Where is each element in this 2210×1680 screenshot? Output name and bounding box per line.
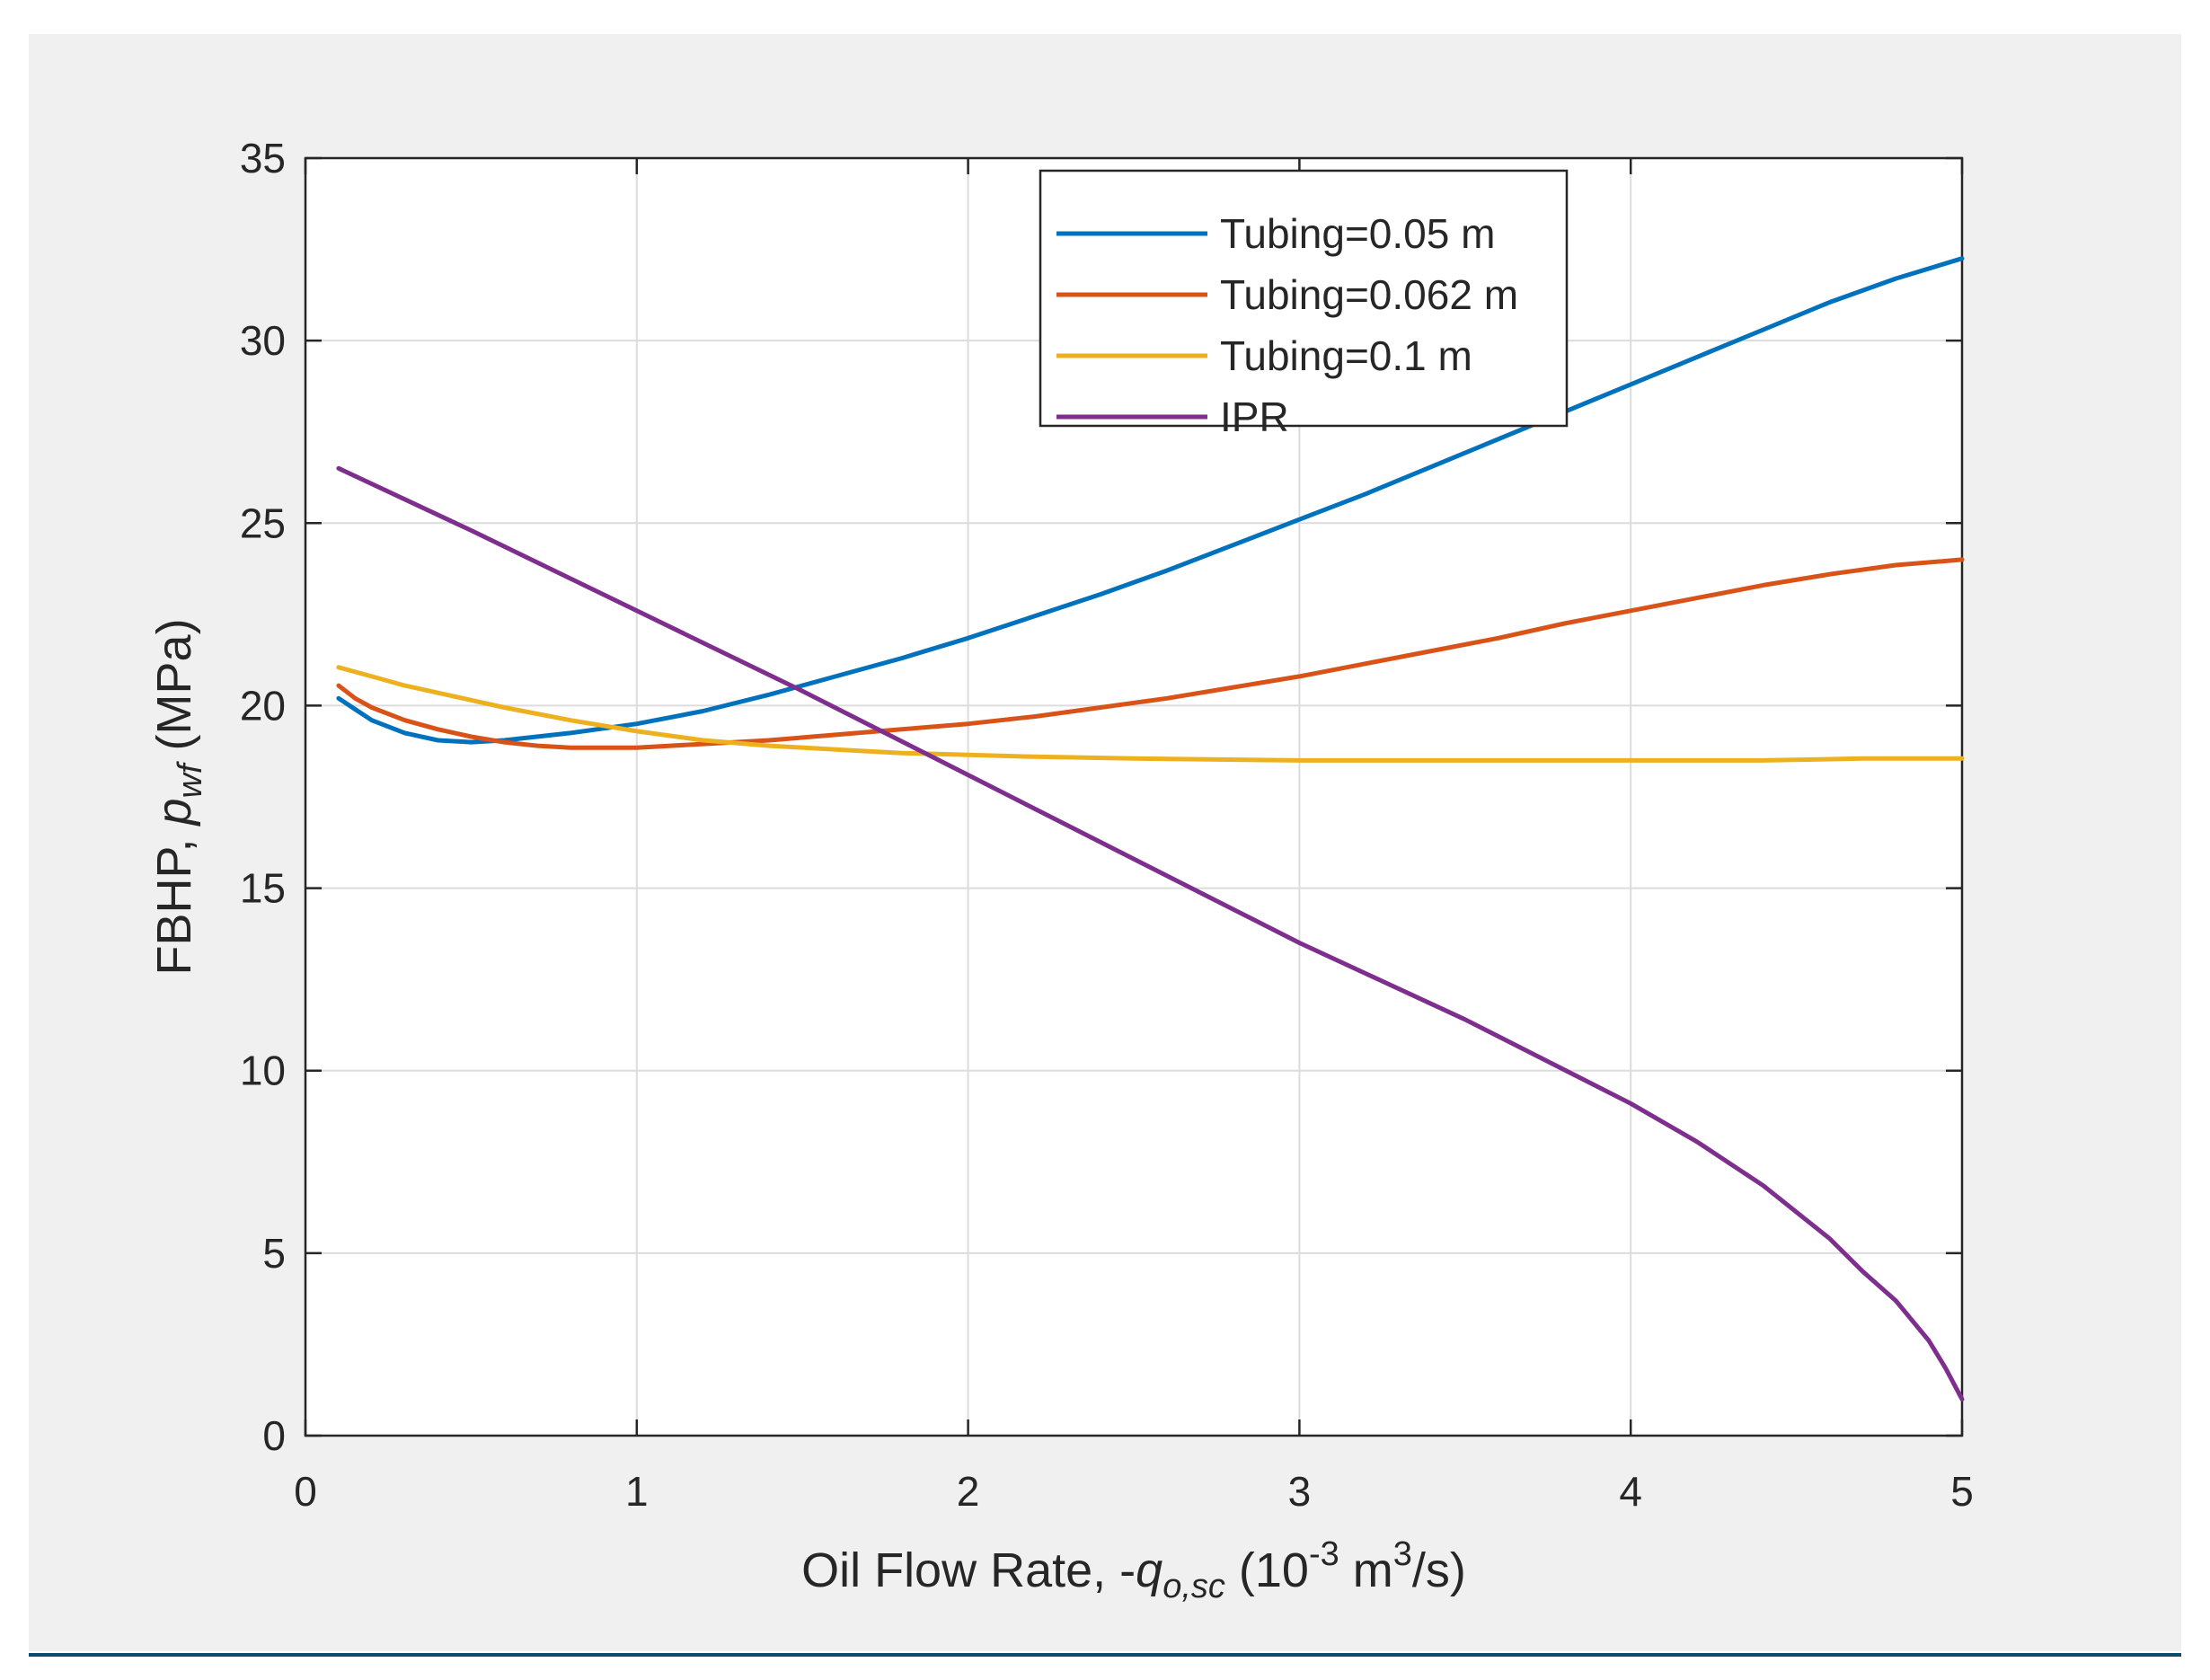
x-tick-label: 5 xyxy=(1950,1468,1974,1515)
legend-label-0: Tubing=0.05 m xyxy=(1220,210,1495,257)
x-tick-label: 0 xyxy=(294,1468,317,1515)
legend: Tubing=0.05 m Tubing=0.062 m Tubing=0.1 m I… xyxy=(1039,169,1569,440)
x-axis-label-subscript: o,sc xyxy=(1162,1568,1225,1605)
legend-label-3: IPR xyxy=(1220,393,1289,440)
y-axis-label-unit: (MPa) xyxy=(147,618,201,764)
legend-label-1: Tubing=0.062 m xyxy=(1220,271,1518,318)
series-line-3 xyxy=(336,465,1965,1401)
series-line-0 xyxy=(336,256,1965,745)
y-axis-label-prefix: FBHP, xyxy=(147,825,201,975)
y-tick-label: 15 xyxy=(240,865,286,912)
y-tick-label: 35 xyxy=(240,135,286,181)
legend-entries: Tubing=0.05 m Tubing=0.062 m Tubing=0.1 m I… xyxy=(1056,210,1518,440)
y-tick-label: 20 xyxy=(240,682,286,729)
y-axis-label-subscript: wf xyxy=(172,761,209,798)
x-axis-label-prefix: Oil Flow Rate, - xyxy=(801,1543,1136,1597)
x-axis-label-symbol: q xyxy=(1136,1543,1162,1597)
legend-label-2: Tubing=0.1 m xyxy=(1220,332,1472,379)
y-tick-label: 10 xyxy=(240,1048,286,1094)
series-lines xyxy=(336,256,1965,1401)
x-tick-labels: 0 1 2 3 4 5 xyxy=(294,1468,1974,1515)
tick-marks xyxy=(304,156,1964,1437)
y-tick-label: 25 xyxy=(240,500,286,546)
x-tick-label: 1 xyxy=(625,1468,649,1515)
x-axis-label-unit-exp2: 3 xyxy=(1393,1535,1412,1573)
x-tick-label: 4 xyxy=(1619,1468,1642,1515)
x-axis-label-unit-close: /s) xyxy=(1412,1543,1466,1597)
y-tick-label: 5 xyxy=(262,1230,286,1277)
x-axis-label-unit-open: (10 xyxy=(1225,1543,1309,1597)
x-tick-label: 2 xyxy=(957,1468,980,1515)
legend-box xyxy=(1039,169,1569,428)
series-line-1 xyxy=(336,557,1965,750)
y-tick-label: 0 xyxy=(262,1412,286,1459)
bottom-rule xyxy=(29,1653,2181,1657)
y-tick-label: 30 xyxy=(240,317,286,364)
x-tick-label: 3 xyxy=(1288,1468,1312,1515)
axes-box xyxy=(304,156,1964,1437)
figure-canvas: 0 1 2 3 4 5 0 5 10 15 20 25 30 35 Oil Flow Rate, -qo… xyxy=(29,34,2181,1651)
series-line-2 xyxy=(336,665,1965,763)
y-axis-label-symbol: p xyxy=(147,798,201,827)
y-axis-label: FBHP, pwf (MPa) xyxy=(147,618,209,975)
x-axis-label: Oil Flow Rate, -qo,sc (10-3 m3/s) xyxy=(801,1535,1466,1605)
y-tick-labels: 0 5 10 15 20 25 30 35 xyxy=(240,135,286,1459)
x-axis-label-unit-mid: m xyxy=(1339,1543,1393,1597)
x-axis-label-unit-exp: -3 xyxy=(1309,1535,1339,1573)
